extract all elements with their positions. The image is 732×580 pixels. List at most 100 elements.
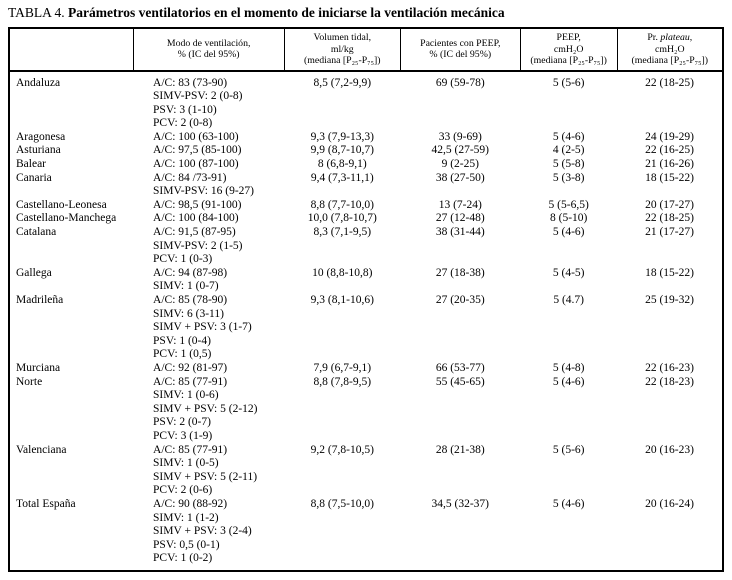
patients-peep-cell-value: 66 (53-77) xyxy=(435,361,485,374)
patients-peep-cell-value: 34,5 (32-37) xyxy=(431,497,490,510)
region-name: Madrileña xyxy=(16,294,64,306)
patients-peep-cell: 27 (12-48) xyxy=(400,212,520,226)
peep-cell: 5 (4-6) xyxy=(520,226,617,267)
header-line: Pr. plateau, xyxy=(620,32,720,44)
region-cell: Andaluza xyxy=(9,71,133,131)
header-line: PEEP, xyxy=(556,32,581,43)
ventilation-mode-line: PSV: 3 (1-10) xyxy=(153,103,217,116)
ventilation-mode-line: A/C: 92 (81-97) xyxy=(153,361,228,374)
patients-peep-cell: 66 (53-77) xyxy=(400,362,520,376)
peep-cell: 5 (5-8) xyxy=(520,158,617,172)
tidal-volume-cell: 10 (8,8-10,8) xyxy=(284,267,400,294)
ventilation-mode-cell: A/C: 91,5 (87-95) SIMV-PSV: 2 (1-5) PCV: 1… xyxy=(133,226,284,267)
ventilation-mode-cell: A/C: 85 (77-91) SIMV: 1 (0-5) SIMV + PSV: … xyxy=(133,444,284,498)
tidal-volume-cell-value: 9,3 (8,1-10,6) xyxy=(310,294,374,306)
tidal-volume-cell: 8,8 (7,8-9,5) xyxy=(284,376,400,444)
plateau-pressure-cell: 21 (16-26) xyxy=(617,158,723,172)
ventilation-mode-cell: A/C: 85 (77-91) SIMV: 1 (0-6) SIMV + PSV: … xyxy=(133,376,284,444)
region-name: Andaluza xyxy=(16,76,61,89)
region-name: Balear xyxy=(16,158,47,171)
region-cell: Murciana xyxy=(9,362,133,376)
region-name: Asturiana xyxy=(16,144,61,157)
ventilation-mode-line: PCV: 3 (1-9) xyxy=(153,429,213,442)
header-cell-region xyxy=(9,28,134,72)
table-row: Aragonesa A/C: 100 (63-100) 9,3 (7,9-13,3)… xyxy=(9,131,723,145)
region-name: Castellano-Leonesa xyxy=(16,198,107,211)
plateau-pressure-cell: 18 (15-22) xyxy=(617,267,723,294)
patients-peep-cell: 55 (45-65) xyxy=(400,376,520,444)
ventilation-mode-cell: A/C: 98,5 (91-100) xyxy=(133,199,284,213)
ventilation-mode-line: SIMV: 6 (3-11) xyxy=(153,307,224,320)
ventilation-mode-line: A/C: 85 (77-91) xyxy=(153,375,228,388)
header-line: cmH₂O xyxy=(655,43,685,55)
peep-cell: 5 (4-6) xyxy=(520,376,617,444)
region-name: Aragonesa xyxy=(16,130,66,143)
region-name: Murciana xyxy=(16,361,61,374)
peep-cell: 5 (5-6) xyxy=(520,71,617,131)
tidal-volume-cell-value: 9,2 (7,8-10,5) xyxy=(310,443,374,456)
header-line: (mediana [P₂₅-P₇₅]) xyxy=(631,55,709,66)
ventilation-mode-line: SIMV-PSV: 16 (9-27) xyxy=(153,185,254,198)
ventilation-mode-line: SIMV + PSV: 3 (2-4) xyxy=(153,525,252,538)
header-line: (mediana [P₂₅-P₇₅]) xyxy=(530,55,607,66)
patients-peep-cell: 42,5 (27-59) xyxy=(400,144,520,158)
table-title: TABLA 4. Parámetros ventilatorios en el … xyxy=(8,5,505,21)
ventilation-mode-line: SIMV-PSV: 2 (0-8) xyxy=(153,90,243,103)
tidal-volume-cell-value: 9,9 (8,7-10,7) xyxy=(310,144,374,157)
ventilation-mode-line: A/C: 84 /73-91) xyxy=(153,171,227,184)
table-caption: Parámetros ventilatorios en el momento d… xyxy=(68,5,505,20)
peep-cell-value: 5 (4-8) xyxy=(552,361,585,374)
plateau-pressure-cell-value: 21 (17-27) xyxy=(645,226,694,239)
peep-cell-value: 5 (4-6) xyxy=(552,130,585,143)
plateau-pressure-cell: 22 (18-25) xyxy=(617,212,723,226)
peep-cell-value: 5 (3-8) xyxy=(552,171,585,184)
table-row: Balear A/C: 100 (87-100) 8 (6,8-9,1) 9 (2-2… xyxy=(9,158,723,172)
plateau-pressure-cell-value: 22 (18-25) xyxy=(645,76,694,89)
region-name: Total España xyxy=(16,497,76,510)
table-row: Castellano-Leonesa A/C: 98,5 (91-100) 8,8 … xyxy=(9,199,723,213)
patients-peep-cell-value: 9 (2-25) xyxy=(441,158,479,171)
header-cell-pacientes: Pacientes con PEEP,% (IC del 95%) xyxy=(400,28,521,72)
header-line: ml/kg xyxy=(330,43,354,55)
patients-peep-cell-value: 33 (9-69) xyxy=(438,130,482,143)
region-cell: Canaria xyxy=(9,172,133,199)
plateau-pressure-cell: 22 (16-23) xyxy=(617,362,723,376)
tidal-volume-cell: 8 (6,8-9,1) xyxy=(284,158,400,172)
ventilation-mode-line: PSV: 2 (0-7) xyxy=(153,416,211,429)
region-name: Gallega xyxy=(16,266,52,279)
header-line: Pacientes con PEEP, xyxy=(420,37,501,49)
plateau-pressure-cell: 24 (19-29) xyxy=(617,131,723,145)
ventilation-mode-cell: A/C: 85 (78-90) SIMV: 6 (3-11) SIMV + PSV:… xyxy=(133,294,284,362)
patients-peep-cell-value: 28 (21-38) xyxy=(435,443,485,456)
tidal-volume-cell-value: 10,0 (7,8-10,7) xyxy=(307,212,377,225)
header-line: (mediana [P₂₅-P₇₅]) xyxy=(304,55,381,66)
table-row: Andaluza A/C: 83 (73-90) SIMV-PSV: 2 (0-8)… xyxy=(9,71,723,131)
peep-cell-value: 4 (2-5) xyxy=(552,144,585,157)
table-row: Murciana A/C: 92 (81-97) 7,9 (6,7-9,1) 66 (… xyxy=(9,362,723,376)
patients-peep-cell: 69 (59-78) xyxy=(400,71,520,131)
patients-peep-cell: 33 (9-69) xyxy=(400,131,520,145)
tidal-volume-cell: 8,3 (7,1-9,5) xyxy=(284,226,400,267)
table-row: Asturiana A/C: 97,5 (85-100) 9,9 (8,7-10,7… xyxy=(9,144,723,158)
patients-peep-cell: 27 (18-38) xyxy=(400,267,520,294)
ventilation-mode-line: SIMV: 1 (1-2) xyxy=(153,511,219,524)
ventilation-mode-line: SIMV: 1 (0-5) xyxy=(153,457,219,470)
ventilation-mode-line: A/C: 97,5 (85-100) xyxy=(153,144,242,157)
plateau-pressure-cell-value: 25 (19-32) xyxy=(645,294,694,306)
region-cell: Castellano-Manchega xyxy=(9,212,133,226)
tidal-volume-cell-value: 9,4 (7,3-11,1) xyxy=(310,171,374,184)
table-row: Castellano-Manchega A/C: 100 (84-100) 10,0… xyxy=(9,212,723,226)
region-cell: Valenciana xyxy=(9,444,133,498)
table-row: Norte A/C: 85 (77-91) SIMV: 1 (0-6) SIMV + … xyxy=(9,376,723,444)
patients-peep-cell: 27 (20-35) xyxy=(400,294,520,362)
peep-cell-value: 5 (4-6) xyxy=(552,497,585,510)
region-cell: Gallega xyxy=(9,267,133,294)
table-row: Total España A/C: 90 (88-92) SIMV: 1 (1-2)… xyxy=(9,498,723,571)
region-cell: Madrileña xyxy=(9,294,133,362)
peep-cell: 5 (3-8) xyxy=(520,172,617,199)
ventilation-mode-line: A/C: 100 (84-100) xyxy=(153,212,239,225)
ventilation-mode-line: PSV: 1 (0-4) xyxy=(153,334,211,347)
patients-peep-cell-value: 27 (20-35) xyxy=(435,294,485,306)
header-line: % (IC del 95%) xyxy=(177,49,240,61)
header-line: cmH₂O xyxy=(553,43,584,55)
